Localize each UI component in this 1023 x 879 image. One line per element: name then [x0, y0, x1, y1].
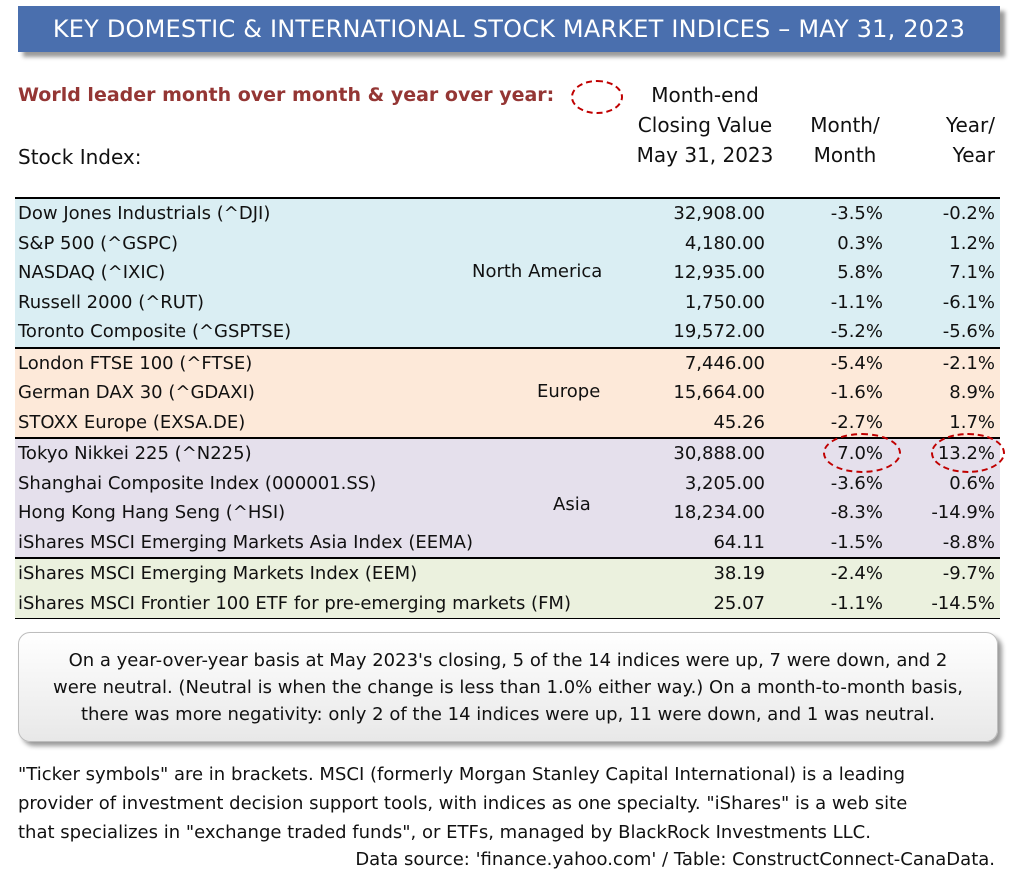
- closing-value: 1,750.00: [684, 291, 765, 313]
- indices-table: Dow Jones Industrials (^DJI) 32,908.00 -3.…: [15, 197, 1005, 619]
- month-change: -3.5%: [830, 203, 883, 224]
- index-name: Russell 2000 (^RUT): [18, 291, 204, 313]
- index-name: Tokyo Nikkei 225 (^N225): [18, 443, 252, 464]
- index-name: iShares MSCI Emerging Markets Asia Index…: [18, 531, 473, 553]
- year-change: 0.6%: [949, 472, 995, 494]
- closing-value: 25.07: [713, 592, 765, 614]
- closing-value: 64.11: [713, 531, 765, 553]
- year-change: 8.9%: [949, 382, 995, 403]
- closing-value: 7,446.00: [684, 352, 765, 374]
- header-closing-value: Month-end Closing Value May 31, 2023: [620, 80, 790, 170]
- region-label: Europe: [537, 380, 601, 402]
- table-row: STOXX Europe (EXSA.DE) 45.26 -2.7% 1.7%: [15, 408, 1000, 438]
- year-change: -5.6%: [942, 321, 995, 342]
- closing-value: 15,664.00: [673, 382, 765, 403]
- table-row: iShares MSCI Emerging Markets Index (EEM…: [15, 559, 1000, 589]
- month-change: -2.7%: [830, 411, 883, 433]
- index-name: London FTSE 100 (^FTSE): [18, 352, 253, 374]
- year-change: -9.7%: [942, 563, 995, 584]
- closing-value: 4,180.00: [684, 232, 765, 254]
- region-group: London FTSE 100 (^FTSE) 7,446.00 -5.4% -2.1…: [15, 348, 1000, 439]
- index-name: German DAX 30 (^GDAXI): [18, 382, 255, 403]
- table-row: Russell 2000 (^RUT) 1,750.00 -1.1% -6.1%: [15, 288, 1000, 318]
- header-mom-line1: Month/: [810, 113, 880, 137]
- header-closing-line3: May 31, 2023: [636, 143, 774, 167]
- index-name: S&P 500 (^GSPC): [18, 232, 179, 254]
- region-group: iShares MSCI Emerging Markets Index (EEM…: [15, 559, 1000, 619]
- header-yoy-line1: Year/: [945, 113, 995, 137]
- month-change: -5.2%: [830, 321, 883, 342]
- table-row: iShares MSCI Frontier 100 ETF for pre-em…: [15, 589, 1000, 619]
- closing-value: 19,572.00: [673, 321, 765, 342]
- table-row: Dow Jones Industrials (^DJI) 32,908.00 -3.…: [15, 199, 1000, 229]
- year-change: 1.2%: [949, 232, 995, 254]
- table-row: S&P 500 (^GSPC) 4,180.00 0.3% 1.2%: [15, 229, 1000, 259]
- closing-value: 45.26: [713, 411, 765, 433]
- year-change: -0.2%: [942, 203, 995, 224]
- subtitle: World leader month over month & year ove…: [18, 84, 555, 106]
- year-change: -8.8%: [942, 531, 995, 553]
- table-row: Toronto Composite (^GSPTSE) 19,572.00 -5.2…: [15, 317, 1000, 347]
- month-change: 0.3%: [837, 232, 883, 254]
- region-label: Asia: [553, 494, 591, 515]
- leader-circle-legend: [571, 80, 623, 114]
- header-year-year: Year/ Year: [900, 110, 995, 170]
- closing-value: 3,205.00: [684, 472, 765, 494]
- table-row: German DAX 30 (^GDAXI) 15,664.00 -1.6% 8.9%: [15, 378, 1000, 408]
- header-mom-line2: Month: [813, 143, 877, 167]
- table-row: Shanghai Composite Index (000001.SS) 3,20…: [15, 469, 1000, 499]
- closing-value: 12,935.00: [673, 262, 765, 283]
- table-row: Tokyo Nikkei 225 (^N225) 30,888.00 7.0% 13.…: [15, 433, 1005, 473]
- header-closing-line2: Closing Value: [637, 113, 773, 137]
- month-change: -1.1%: [830, 592, 883, 614]
- closing-value: 30,888.00: [673, 443, 765, 464]
- index-name: STOXX Europe (EXSA.DE): [18, 411, 246, 433]
- header-month-month: Month/ Month: [790, 110, 900, 170]
- index-name: Toronto Composite (^GSPTSE): [18, 321, 292, 342]
- year-change: -14.5%: [931, 592, 995, 614]
- summary-box: On a year-over-year basis at May 2023's …: [18, 632, 998, 742]
- region-group: Dow Jones Industrials (^DJI) 32,908.00 -3.…: [15, 199, 1000, 349]
- closing-value: 18,234.00: [673, 502, 765, 523]
- month-change: 5.8%: [837, 262, 883, 283]
- header-yoy-line2: Year: [952, 143, 995, 167]
- month-change: -2.4%: [830, 563, 883, 584]
- index-name: Dow Jones Industrials (^DJI): [18, 203, 271, 224]
- table-row: Hong Kong Hang Seng (^HSI) 18,234.00 -8.3%…: [15, 498, 1000, 528]
- index-name: NASDAQ (^IXIC): [18, 262, 166, 283]
- table-row: iShares MSCI Emerging Markets Asia Index…: [15, 528, 1000, 558]
- header-stock-index: Stock Index:: [18, 145, 142, 169]
- table-row: London FTSE 100 (^FTSE) 7,446.00 -5.4% -2.1…: [15, 349, 1000, 379]
- index-name: Hong Kong Hang Seng (^HSI): [18, 502, 286, 523]
- table-row: NASDAQ (^IXIC) 12,935.00 5.8% 7.1%: [15, 258, 1000, 288]
- index-name: iShares MSCI Frontier 100 ETF for pre-em…: [18, 592, 571, 614]
- year-change: -2.1%: [942, 352, 995, 374]
- year-change: -14.9%: [931, 502, 995, 523]
- index-name: Shanghai Composite Index (000001.SS): [18, 472, 377, 494]
- table-top-rule: [15, 197, 1000, 199]
- region-label: North America: [472, 260, 603, 282]
- data-source: Data source: 'finance.yahoo.com' / Table…: [355, 849, 995, 870]
- month-change: -1.1%: [830, 291, 883, 313]
- summary-text: On a year-over-year basis at May 2023's …: [53, 649, 963, 725]
- year-change: 7.1%: [949, 262, 995, 283]
- leader-circle-month: [823, 433, 901, 473]
- month-change: -3.6%: [830, 472, 883, 494]
- title-banner: KEY DOMESTIC & INTERNATIONAL STOCK MARKE…: [18, 6, 1000, 52]
- index-name: iShares MSCI Emerging Markets Index (EEM…: [18, 563, 418, 584]
- region-group: Tokyo Nikkei 225 (^N225) 30,888.00 7.0% 13.…: [15, 433, 1005, 559]
- page-title: KEY DOMESTIC & INTERNATIONAL STOCK MARKE…: [52, 15, 966, 43]
- leader-circle-year: [931, 433, 1005, 473]
- month-change: -5.4%: [830, 352, 883, 374]
- year-change: 1.7%: [949, 411, 995, 433]
- closing-value: 32,908.00: [673, 203, 765, 224]
- year-change: -6.1%: [942, 291, 995, 313]
- month-change: -8.3%: [830, 502, 883, 523]
- month-change: -1.6%: [830, 382, 883, 403]
- header-closing-line1: Month-end: [651, 83, 759, 107]
- footnote: "Ticker symbols" are in brackets. MSCI (…: [18, 764, 908, 843]
- month-change: -1.5%: [830, 531, 883, 553]
- closing-value: 38.19: [713, 563, 765, 584]
